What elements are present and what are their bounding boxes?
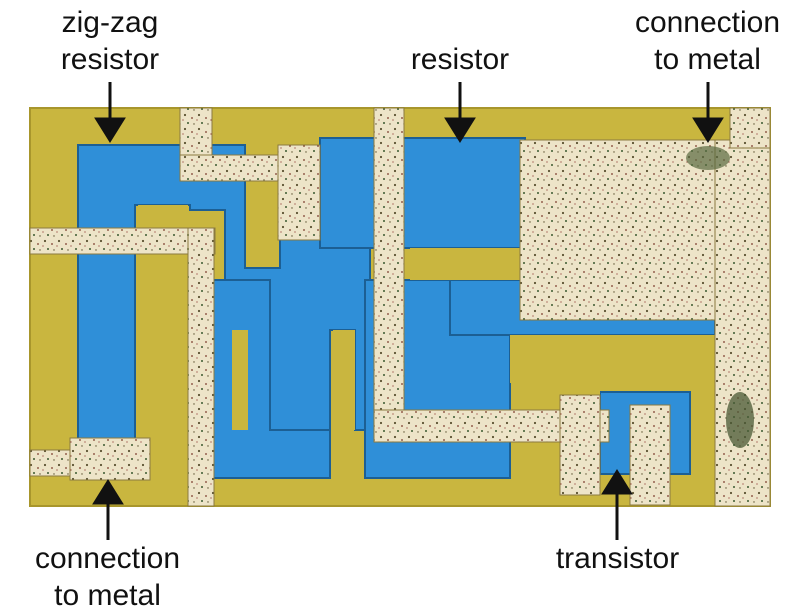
label-connection-top-line2: to metal	[654, 43, 761, 76]
arrow-connection-top	[692, 82, 724, 143]
metal-trace-vertical	[187, 227, 215, 507]
metal-contact-left	[29, 449, 76, 477]
substrate-island	[333, 330, 355, 430]
transistor-contact	[559, 394, 601, 496]
arrow-transistor	[601, 469, 633, 540]
substrate-island	[410, 248, 520, 280]
arrow-zigzag	[94, 82, 126, 143]
metal-contact	[277, 144, 321, 241]
label-connection-bottom-line2: to metal	[54, 579, 161, 612]
metal-trace-mid	[373, 107, 405, 439]
metal-contact-dark	[726, 392, 754, 448]
label-transistor: transistor	[535, 540, 700, 577]
label-zigzag-resistor: zig-zag resistor	[45, 4, 175, 78]
label-resistor-text: resistor	[410, 43, 510, 76]
metal-top-right	[729, 107, 771, 149]
label-connection-bottom-line1: connection	[34, 542, 181, 575]
substrate-island	[232, 330, 248, 430]
transistor-contact	[629, 404, 671, 506]
label-zigzag-line1: zig-zag	[61, 6, 159, 39]
arrow-connection-bottom	[92, 479, 124, 540]
label-resistor: resistor	[385, 41, 535, 78]
metal-trace-left	[29, 227, 216, 255]
arrow-resistor	[444, 82, 476, 143]
resistor	[319, 137, 526, 249]
metal-contact-dark	[686, 146, 730, 170]
label-connection-bottom: connection to metal	[15, 540, 200, 614]
metal-trace-h	[179, 154, 281, 182]
substrate-island	[510, 335, 720, 383]
metal-strip-right	[714, 139, 771, 507]
label-zigzag-line2: resistor	[60, 43, 160, 76]
label-connection-top: connection to metal	[615, 4, 800, 78]
metal-contact-left-pad	[69, 437, 151, 481]
label-connection-top-line1: connection	[634, 6, 781, 39]
label-transistor-text: transistor	[555, 542, 680, 575]
